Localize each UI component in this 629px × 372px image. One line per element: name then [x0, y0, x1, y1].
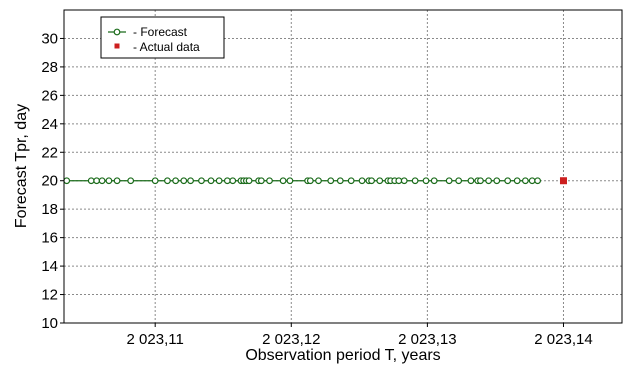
forecast-point [368, 177, 375, 185]
forecast-point [172, 177, 180, 185]
y-tick-label: 30 [41, 30, 58, 47]
forecast-point [504, 177, 512, 185]
forecast-point [358, 177, 366, 185]
forecast-point [521, 177, 529, 185]
forecast-point [336, 177, 344, 185]
y-tick-label: 12 [41, 287, 58, 304]
forecast-point [257, 177, 265, 185]
forecast-point [93, 177, 101, 185]
forecast-point [528, 177, 536, 185]
forecast-point [411, 177, 419, 185]
forecast-point [207, 177, 215, 185]
legend-item-forecast: - Forecast [108, 25, 188, 39]
forecast-point [279, 177, 287, 185]
forecast-point [455, 177, 463, 185]
forecast-point [127, 177, 135, 185]
x-tick-label: 2 023,13 [398, 331, 456, 348]
forecast-point [430, 177, 438, 185]
forecast-point [105, 177, 113, 185]
forecast-point [477, 177, 484, 185]
x-tick-label: 2 023,12 [262, 331, 320, 348]
plot-frame [63, 9, 623, 324]
forecast-point [534, 177, 542, 185]
y-tick-label: 20 [41, 173, 58, 190]
forecast-point [485, 177, 493, 185]
legend-forecast-label: - Forecast [133, 25, 188, 39]
forecast-point [164, 177, 171, 185]
x-axis-title: Observation period T, years [245, 347, 440, 364]
actual-data-point [559, 177, 567, 185]
forecast-point [151, 177, 159, 185]
legend-box [100, 16, 225, 59]
forecast-point [98, 177, 106, 185]
forecast-point [376, 177, 384, 185]
forecast-point [63, 177, 71, 185]
legend-forecast-marker [113, 28, 121, 36]
forecast-point [113, 177, 121, 185]
forecast-point [223, 177, 231, 185]
forecast-point [513, 177, 521, 185]
y-tick-label: 14 [41, 258, 58, 275]
y-axis-ticks: 10 12 14 16 18 20 22 24 26 28 30 [41, 30, 64, 332]
forecast-point [315, 177, 322, 185]
forecast-point [266, 177, 273, 185]
forecast-point [229, 177, 237, 185]
forecast-point [422, 177, 430, 185]
y-tick-label: 16 [41, 230, 58, 247]
forecast-point [245, 177, 253, 185]
legend: - Forecast - Actual data [100, 16, 225, 59]
forecast-point [327, 177, 335, 185]
forecast-point [445, 177, 453, 185]
forecast-point [286, 177, 294, 185]
legend-actual-label: - Actual data [133, 40, 200, 54]
forecast-point [493, 177, 501, 185]
forecast-point [347, 177, 355, 185]
forecast-point [395, 177, 403, 185]
y-tick-label: 10 [41, 315, 58, 332]
forecast-point [215, 177, 223, 185]
y-tick-label: 22 [41, 144, 58, 161]
y-tick-label: 18 [41, 201, 58, 218]
forecast-point [467, 177, 475, 185]
y-tick-label: 28 [41, 59, 58, 76]
legend-item-actual: - Actual data [114, 40, 200, 54]
y-tick-label: 24 [41, 116, 58, 133]
forecast-point [187, 177, 194, 185]
x-tick-label: 2 023,14 [534, 331, 592, 348]
forecast-point [400, 177, 408, 185]
y-tick-label: 26 [41, 87, 58, 104]
forecast-point [306, 177, 314, 185]
y-axis-title: Forecast Tpr, day [13, 104, 30, 228]
x-axis-ticks: 2 023,11 2 023,12 2 023,13 2 023,14 [127, 323, 593, 348]
x-tick-label: 2 023,11 [127, 331, 184, 348]
series-layer [63, 177, 567, 185]
forecast-point [87, 177, 95, 185]
forecast-point [180, 177, 188, 185]
legend-actual-marker [114, 43, 120, 49]
forecast-point [198, 177, 205, 185]
